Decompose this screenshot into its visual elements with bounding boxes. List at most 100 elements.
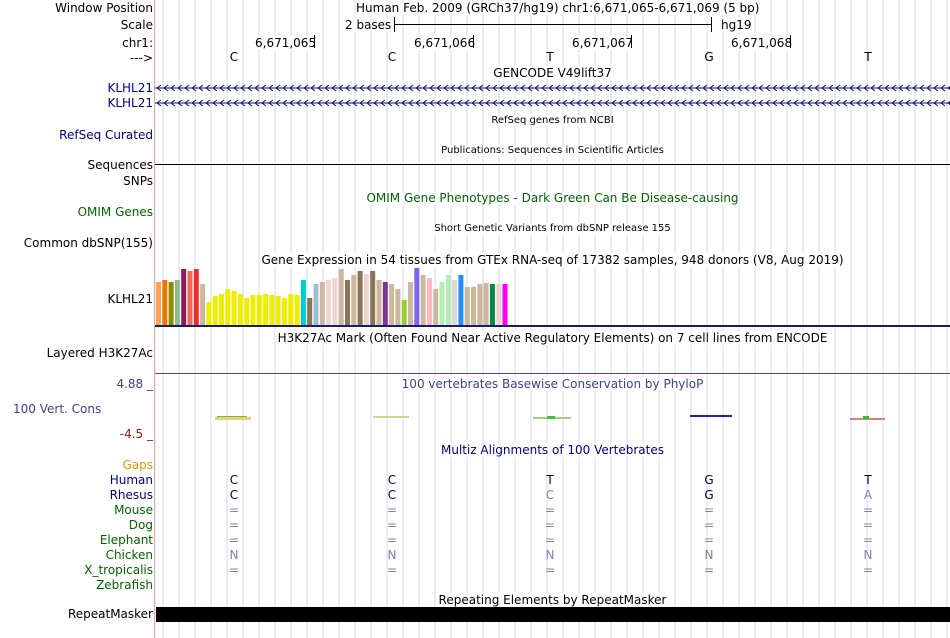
- gtex-tissue-bar[interactable]: [426, 278, 432, 325]
- gtex-tissue-bar[interactable]: [288, 294, 294, 325]
- gtex-tissue-bar[interactable]: [496, 284, 502, 325]
- gtex-gene-label[interactable]: KLHL21: [107, 292, 153, 306]
- gtex-tissue-bar[interactable]: [244, 298, 250, 325]
- gtex-tissue-bar[interactable]: [489, 284, 495, 325]
- gtex-tissue-bar[interactable]: [206, 302, 212, 325]
- strand-arrow: [758, 84, 764, 92]
- gtex-tissue-bar[interactable]: [414, 268, 420, 325]
- gene-label-klhl21-2[interactable]: KLHL21: [107, 96, 153, 110]
- strand-arrow: [513, 84, 519, 92]
- gtex-tissue-bar[interactable]: [395, 289, 401, 325]
- gtex-tissue-bar[interactable]: [256, 295, 262, 325]
- species-label-mouse[interactable]: Mouse: [114, 503, 153, 517]
- gtex-tissue-bar[interactable]: [477, 284, 483, 325]
- alignment-base: N: [704, 548, 714, 562]
- gtex-tissue-bar[interactable]: [250, 295, 256, 325]
- repeatmasker-title: Repeating Elements by RepeatMasker: [438, 593, 667, 607]
- gtex-tissue-bar[interactable]: [458, 275, 464, 325]
- gtex-tissue-bar[interactable]: [326, 280, 332, 325]
- gtex-tissue-bar[interactable]: [294, 295, 300, 325]
- ref-base: T: [864, 50, 872, 64]
- species-label-human[interactable]: Human: [109, 473, 153, 487]
- alignment-base: =: [386, 533, 398, 547]
- gtex-tissue-bar[interactable]: [300, 280, 306, 325]
- gtex-tissue-bar[interactable]: [408, 282, 413, 325]
- gtex-tissue-bar[interactable]: [174, 280, 180, 325]
- refseq-label[interactable]: RefSeq Curated: [59, 128, 153, 142]
- gtex-tissue-bar[interactable]: [319, 282, 325, 325]
- gtex-tissue-bar[interactable]: [225, 289, 231, 325]
- sequences-label[interactable]: Sequences: [87, 158, 153, 172]
- gtex-tissue-bar[interactable]: [200, 284, 206, 325]
- gtex-tissue-bar[interactable]: [433, 289, 439, 325]
- strand-arrow: [450, 99, 456, 107]
- gtex-tissue-bar[interactable]: [313, 284, 319, 325]
- strand-arrow: [863, 84, 869, 92]
- h3k27ac-label[interactable]: Layered H3K27Ac: [46, 346, 153, 360]
- gtex-tissue-bar[interactable]: [345, 280, 350, 325]
- gtex-tissue-bar[interactable]: [162, 280, 168, 325]
- gtex-tissue-bar[interactable]: [269, 295, 275, 325]
- cons-label[interactable]: 100 Vert. Cons: [13, 402, 102, 416]
- gencode-title[interactable]: GENCODE V49lift37: [493, 66, 612, 80]
- gtex-tissue-bar[interactable]: [401, 300, 407, 325]
- gtex-tissue-bar[interactable]: [483, 283, 489, 325]
- gencode-gene-lines[interactable]: [155, 82, 950, 110]
- snps-label[interactable]: SNPs: [123, 174, 153, 188]
- gtex-tissue-bar[interactable]: [237, 294, 243, 325]
- strand-arrow: [415, 99, 421, 107]
- strand-arrow: [926, 84, 932, 92]
- gtex-tissue-bar[interactable]: [193, 269, 199, 325]
- gtex-tissue-bar[interactable]: [231, 291, 237, 325]
- omim-label[interactable]: OMIM Genes: [77, 205, 153, 219]
- strand-arrow: [408, 84, 414, 92]
- gtex-tissue-bar[interactable]: [282, 298, 287, 325]
- species-label-dog[interactable]: Dog: [128, 518, 153, 532]
- strand-arrow: [597, 99, 603, 107]
- gtex-tissue-bar[interactable]: [502, 284, 508, 325]
- gtex-tissue-bar[interactable]: [181, 269, 187, 325]
- strand-arrow: [835, 84, 841, 92]
- alignment-base: =: [862, 563, 874, 577]
- strand-arrow: [345, 84, 351, 92]
- gtex-tissue-bar[interactable]: [363, 274, 369, 325]
- species-label-gaps[interactable]: Gaps: [122, 458, 153, 472]
- coord-tick: [473, 35, 474, 48]
- species-label-elephant[interactable]: Elephant: [99, 533, 153, 547]
- gtex-tissue-bar[interactable]: [370, 271, 376, 325]
- gtex-tissue-bar[interactable]: [338, 269, 344, 325]
- cons-signal[interactable]: [155, 410, 950, 426]
- gtex-tissue-bar[interactable]: [219, 294, 224, 325]
- gtex-tissue-bar[interactable]: [376, 280, 382, 325]
- gtex-tissue-bar[interactable]: [471, 287, 476, 325]
- gtex-tissue-bar[interactable]: [439, 282, 445, 325]
- gtex-tissue-bar[interactable]: [445, 275, 451, 325]
- gtex-tissue-bar[interactable]: [263, 294, 269, 325]
- gtex-tissue-bar[interactable]: [464, 287, 470, 325]
- gtex-tissue-bar[interactable]: [307, 298, 313, 325]
- gtex-tissue-bar[interactable]: [275, 296, 281, 325]
- gtex-tissue-bar[interactable]: [382, 282, 388, 325]
- repeatmasker-block[interactable]: [156, 607, 950, 622]
- species-label-chicken[interactable]: Chicken: [105, 548, 153, 562]
- gtex-bar-chart[interactable]: [155, 268, 535, 326]
- gtex-tissue-bar[interactable]: [187, 271, 193, 325]
- gtex-tissue-bar[interactable]: [212, 296, 218, 325]
- repeatmasker-label[interactable]: RepeatMasker: [67, 607, 153, 621]
- gtex-tissue-bar[interactable]: [351, 275, 357, 325]
- sequences-line[interactable]: [155, 164, 950, 165]
- gtex-tissue-bar[interactable]: [452, 280, 458, 325]
- gtex-tissue-bar[interactable]: [389, 284, 395, 325]
- gtex-tissue-bar[interactable]: [420, 275, 426, 325]
- gtex-tissue-bar[interactable]: [168, 282, 174, 325]
- gene-label-klhl21-1[interactable]: KLHL21: [107, 81, 153, 95]
- gtex-tissue-bar[interactable]: [332, 278, 338, 325]
- gtex-tissue-bar[interactable]: [156, 282, 161, 325]
- gtex-tissue-bar[interactable]: [357, 271, 363, 325]
- species-label-rhesus[interactable]: Rhesus: [109, 488, 153, 502]
- species-label-x_tropicalis[interactable]: X_tropicalis: [84, 563, 153, 577]
- strand-arrow: [716, 99, 722, 107]
- strand-arrow: [793, 99, 799, 107]
- species-label-zebrafish[interactable]: Zebrafish: [96, 578, 153, 592]
- dbsnp-label[interactable]: Common dbSNP(155): [23, 236, 153, 250]
